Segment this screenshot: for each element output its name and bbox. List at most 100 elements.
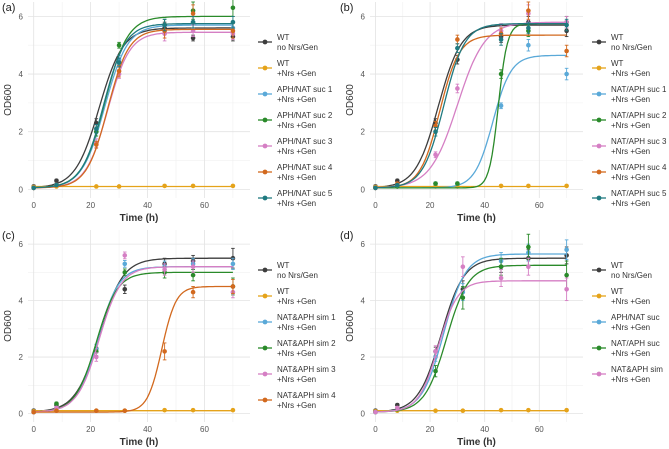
x-tick-label: 0 (373, 201, 378, 210)
legend-label: +Nrs +Gen (277, 375, 316, 384)
legend-item: APH/NAT suc 4+Nrs +Gen (258, 163, 333, 182)
data-point (526, 183, 531, 189)
data-point (460, 408, 466, 414)
legend-key-marker (596, 169, 602, 175)
data-point (395, 405, 400, 411)
legend-label: +Nrs +Gen (611, 69, 650, 78)
legend-item: APH/NAT suc+Nrs +Gen (592, 313, 660, 332)
legend-item: WT+Nrs +Gen (592, 59, 650, 78)
legend-item: NAT&APH sim 2+Nrs +Gen (258, 339, 336, 358)
series-line (33, 266, 233, 413)
data-point (190, 19, 196, 25)
y-axis-title: OD600 (345, 84, 356, 116)
data-point (526, 264, 531, 270)
legend-item: NAT/APH suc 5+Nrs +Gen (592, 189, 667, 208)
legend-key-marker (596, 39, 602, 45)
data-point (460, 264, 466, 270)
legend-key-marker (262, 345, 268, 351)
y-tick-label: 6 (19, 240, 24, 249)
series (31, 278, 236, 415)
data-point (190, 289, 196, 295)
x-axis-title: Time (h) (120, 437, 159, 448)
series (31, 15, 236, 191)
legend-label: NAT/APH suc 5 (611, 189, 667, 198)
y-tick-label: 4 (361, 70, 366, 79)
data-point (94, 354, 99, 360)
legend-label: NAT/APH suc 1 (611, 85, 667, 94)
data-point (230, 183, 236, 189)
legend-label: +Nrs +Gen (611, 349, 650, 358)
data-point (433, 129, 438, 135)
legend-key-marker (262, 117, 268, 123)
data-point (498, 407, 504, 413)
data-point (498, 275, 504, 281)
legend-key-marker (596, 65, 602, 71)
data-point (122, 261, 128, 267)
legend-label: NAT/APH suc 2 (611, 111, 667, 120)
legend-item: NAT/APH suc 3+Nrs +Gen (592, 137, 667, 156)
legend-label: NAT&APH sim 1 (277, 313, 336, 322)
x-tick-label: 20 (86, 201, 95, 210)
data-point (498, 183, 504, 189)
data-point (94, 126, 99, 132)
data-point (433, 152, 438, 158)
data-point (564, 272, 569, 278)
data-point (564, 22, 569, 28)
x-tick-label: 60 (535, 201, 544, 210)
data-point (564, 183, 569, 189)
legend-label: +Nrs +Gen (611, 95, 650, 104)
data-point (230, 407, 236, 413)
y-axis-title: OD600 (3, 310, 14, 342)
legend-label: +Nrs +Gen (611, 297, 650, 306)
data-point (373, 409, 378, 415)
data-point (122, 253, 128, 258)
panel-label: (c) (2, 230, 15, 242)
series-line (375, 264, 567, 413)
series-line (33, 28, 233, 189)
legend-item: APH/NAT suc 5+Nrs +Gen (258, 189, 333, 208)
data-point (162, 183, 167, 189)
legend-key-marker (262, 91, 268, 97)
legend-label: WT (611, 33, 624, 42)
data-point (460, 295, 466, 301)
x-tick-label: 0 (31, 425, 36, 434)
data-point (455, 37, 460, 42)
legend-key-marker (596, 143, 602, 149)
data-point (94, 184, 99, 189)
legend-key-marker (262, 65, 268, 71)
series-line (33, 257, 233, 413)
legend-label: APH/NAT suc 4 (277, 163, 333, 172)
data-point (230, 19, 236, 25)
y-tick-label: 4 (19, 70, 24, 79)
legend-item: NAT&APH sim 4+Nrs +Gen (258, 391, 336, 410)
data-point (564, 247, 569, 253)
data-point (230, 284, 236, 289)
legend-label: +Nrs +Gen (277, 147, 316, 156)
data-point (122, 270, 128, 275)
series (373, 256, 569, 415)
plot-area (28, 2, 250, 198)
plot-area (28, 230, 250, 422)
legend-label: WT (277, 261, 290, 270)
legend-item: WT+Nrs +Gen (258, 287, 316, 306)
data-point (122, 408, 128, 414)
legend-item: APH/NAT suc 3+Nrs +Gen (258, 137, 333, 156)
data-point (564, 48, 569, 54)
data-point (526, 42, 531, 48)
legend-key-marker (262, 293, 268, 299)
y-tick-label: 0 (361, 185, 366, 194)
data-point (190, 407, 196, 413)
y-tick-label: 2 (361, 353, 366, 362)
legend-key-marker (262, 169, 268, 175)
legend-label: APH/NAT suc 2 (277, 111, 333, 120)
data-point (433, 181, 438, 186)
legend-label: +Nrs +Gen (277, 121, 316, 130)
legend-item: NAT&APH sim+Nrs +Gen (592, 365, 663, 384)
x-tick-label: 60 (535, 425, 544, 434)
y-tick-label: 0 (19, 185, 24, 194)
legend-item: NAT/APH suc 2+Nrs +Gen (592, 111, 667, 130)
